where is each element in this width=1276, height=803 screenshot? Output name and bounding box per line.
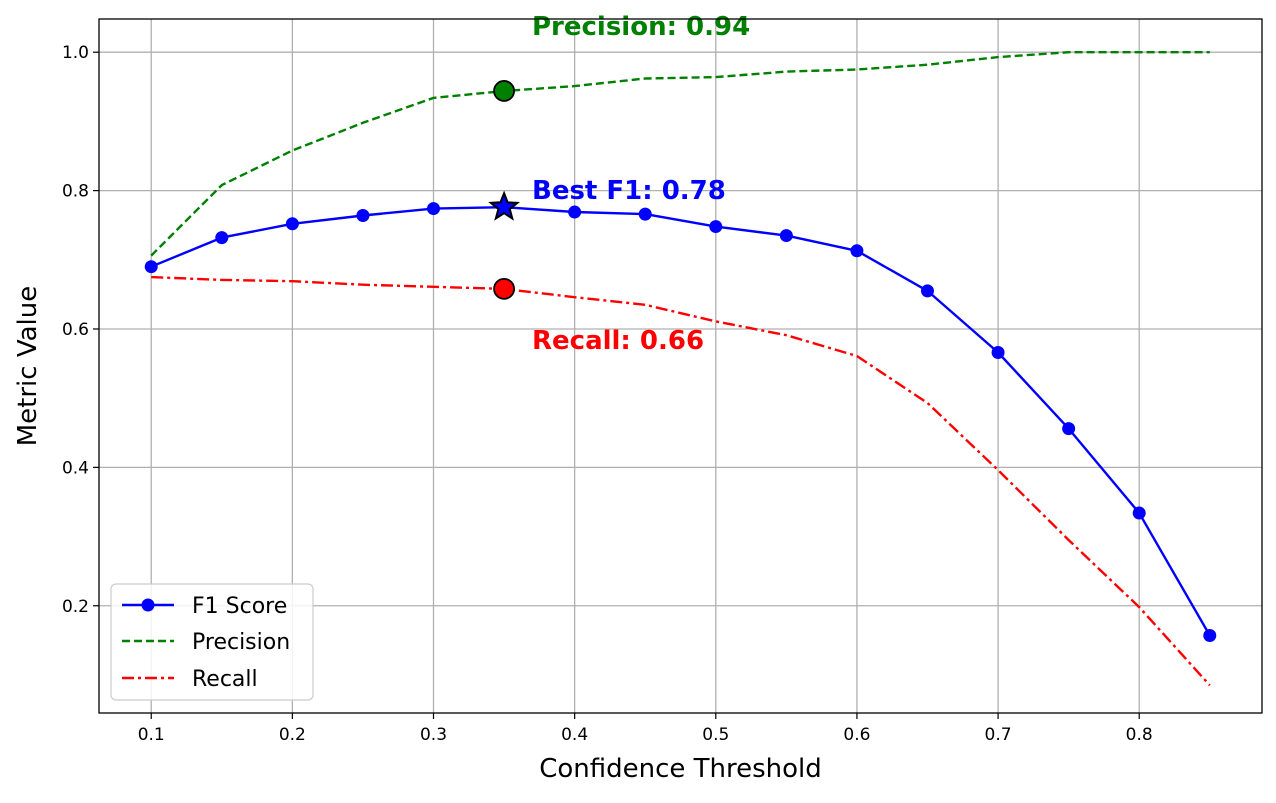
y-tick-label: 0.8 xyxy=(62,182,89,202)
x-tick-label: 0.1 xyxy=(138,725,165,745)
x-axis-label: Confidence Threshold xyxy=(539,754,822,784)
y-tick-label: 0.4 xyxy=(62,458,89,478)
f1-data-point xyxy=(144,260,158,274)
f1-data-point xyxy=(991,346,1005,360)
f1-data-point xyxy=(356,209,370,223)
f1-score-annotation: Best F1: 0.78 xyxy=(532,176,726,206)
plot-frame xyxy=(98,18,1263,714)
y-tick-label: 0.6 xyxy=(62,320,89,340)
legend-label: Precision xyxy=(192,630,290,655)
y-tick-label: 0.2 xyxy=(62,597,89,617)
series-lines xyxy=(144,51,1217,687)
series-line-recall xyxy=(151,275,1211,687)
y-tick-label: 1.0 xyxy=(62,43,89,63)
f1-data-point xyxy=(850,244,864,258)
recall-highlight-marker xyxy=(493,277,515,300)
series-line-precision xyxy=(150,51,1210,257)
f1-data-point xyxy=(638,207,652,221)
x-tick-label: 0.6 xyxy=(843,725,870,745)
x-tick-label: 0.7 xyxy=(985,725,1012,745)
legend-label: Recall xyxy=(192,667,258,692)
x-tick-label: 0.8 xyxy=(1126,725,1153,745)
f1-data-point xyxy=(215,231,229,245)
series-line-f1-score xyxy=(150,205,1211,637)
best-f1-star-marker xyxy=(488,190,521,221)
x-tick-label: 0.4 xyxy=(561,725,588,745)
axis-ticks: 0.1 0.2 0.3 0.4 0.5 0.6 0.7 0.8 0.2 0.4 0.6 0.8 1.0 xyxy=(62,43,1153,745)
x-tick-label: 0.5 xyxy=(702,725,729,745)
highlight-markers: Best F1: 0.78 Precision: 0.94 Recall: 0.66 xyxy=(488,12,750,356)
f1-data-point xyxy=(285,217,299,231)
y-axis-label: Metric Value xyxy=(13,286,43,447)
recall-annotation: Recall: 0.66 xyxy=(532,326,704,356)
f1-data-point xyxy=(920,284,934,298)
f1-data-point xyxy=(568,205,582,219)
x-tick-label: 0.3 xyxy=(420,725,447,745)
f1-data-point xyxy=(1062,422,1076,436)
f1-data-point xyxy=(427,202,441,216)
legend: F1 Score Precision Recall xyxy=(110,583,314,701)
legend-box xyxy=(110,583,314,701)
legend-marker xyxy=(141,598,155,612)
legend-label: F1 Score xyxy=(192,594,287,619)
f1-data-point xyxy=(779,229,793,243)
precision-highlight-marker xyxy=(493,80,515,102)
x-tick-label: 0.2 xyxy=(279,725,306,745)
f1-data-point xyxy=(1203,629,1217,643)
f1-data-point xyxy=(1132,506,1146,520)
f1-data-point xyxy=(709,220,723,234)
precision-annotation: Precision: 0.94 xyxy=(532,12,750,42)
